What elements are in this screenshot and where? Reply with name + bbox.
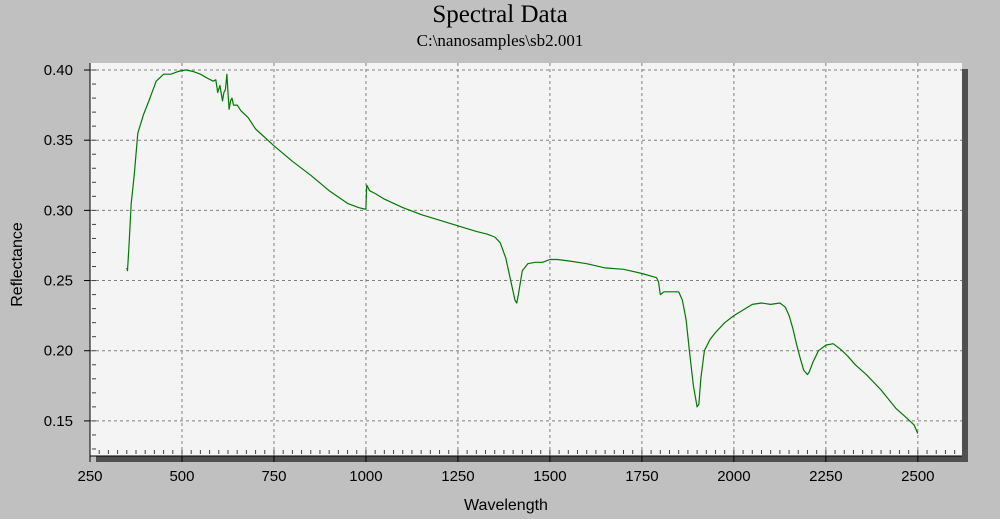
x-tick-label: 2500 [901, 468, 934, 485]
x-tick-label: 2000 [717, 468, 750, 485]
plot-area [90, 63, 962, 456]
spectrum-line [126, 69, 919, 434]
x-tick-label: 2250 [809, 468, 842, 485]
x-tick-label: 1500 [533, 468, 566, 485]
x-tick-label: 1250 [441, 468, 474, 485]
chart-title: Spectral Data [432, 1, 568, 28]
y-tick-label: 0.15 [44, 413, 73, 430]
chart-subtitle: C:\nanosamples\sb2.001 [416, 31, 584, 50]
x-tick-label: 1000 [349, 468, 382, 485]
y-tick-label: 0.20 [44, 343, 73, 360]
y-tick-label: 0.25 [44, 273, 73, 290]
y-tick-label: 0.40 [44, 62, 73, 79]
y-tick-label: 0.35 [44, 132, 73, 149]
y-tick-label: 0.30 [44, 202, 73, 219]
x-tick-label: 750 [261, 468, 286, 485]
x-tick-label: 1750 [625, 468, 658, 485]
x-tick-label: 500 [169, 468, 194, 485]
x-tick-label: 250 [77, 468, 102, 485]
y-axis-title: Reflectance [9, 222, 26, 307]
x-axis-title: Wavelength [464, 497, 548, 514]
